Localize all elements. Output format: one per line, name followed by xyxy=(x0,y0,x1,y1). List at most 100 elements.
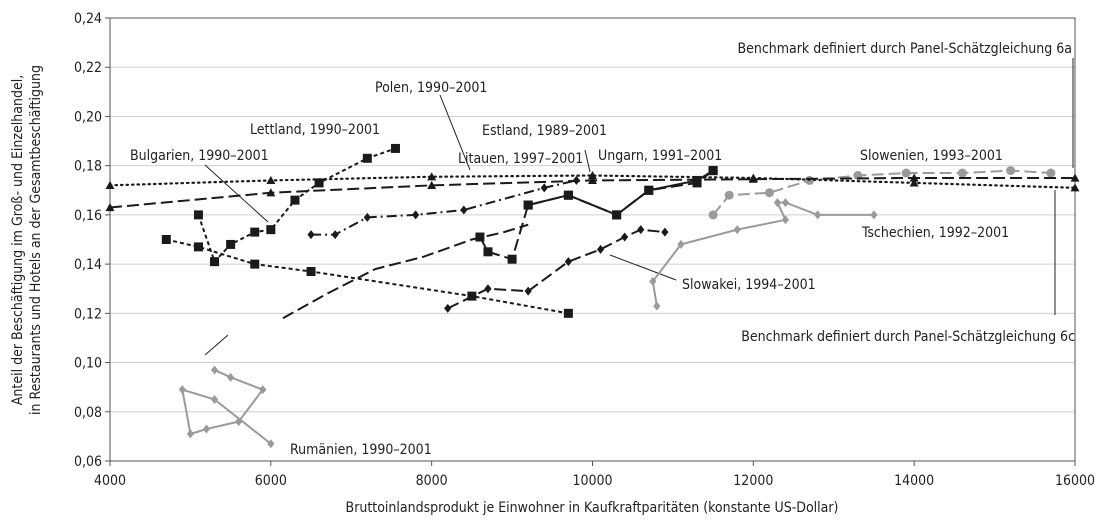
point xyxy=(507,254,517,264)
x-tick-label: 4000 xyxy=(94,473,126,489)
point xyxy=(563,190,573,200)
point xyxy=(870,210,878,220)
point xyxy=(612,210,622,220)
series-label: Bulgarien, 1990–2001 xyxy=(130,148,269,164)
point xyxy=(186,429,195,439)
point xyxy=(259,385,267,395)
x-axis-label: Bruttoinlandsprodukt je Einwohner in Kau… xyxy=(346,500,839,516)
point xyxy=(708,210,718,220)
point xyxy=(314,178,324,188)
x-tick-label: 12000 xyxy=(733,473,773,489)
point xyxy=(523,200,533,210)
point xyxy=(724,190,734,200)
y-axis-label: in Restaurants und Hotels an der Gesamtb… xyxy=(28,65,44,415)
point xyxy=(524,286,532,296)
series-label: Litauen, 1997–2001 xyxy=(458,151,583,167)
point xyxy=(649,276,657,286)
series-line xyxy=(282,223,529,320)
y-tick-label: 0,20 xyxy=(74,109,102,125)
point xyxy=(484,284,492,294)
point xyxy=(733,225,741,235)
series-line xyxy=(527,169,714,217)
point xyxy=(909,178,919,187)
arrow xyxy=(439,94,471,171)
y-tick-label: 0,08 xyxy=(74,405,102,421)
y-tick-label: 0,10 xyxy=(74,356,102,372)
point xyxy=(773,198,782,208)
point xyxy=(427,172,437,181)
y-axis-label: Anteil der Beschäftigung im Groß- und Ei… xyxy=(10,75,26,405)
y-tick-label: 0,18 xyxy=(74,159,102,175)
point xyxy=(427,180,437,189)
point xyxy=(266,188,276,197)
y-tick-label: 0,12 xyxy=(74,306,102,322)
arrow xyxy=(584,149,591,173)
point xyxy=(235,417,243,427)
point xyxy=(193,210,203,220)
point xyxy=(483,247,493,257)
y-tick-label: 0,14 xyxy=(74,257,102,273)
point xyxy=(105,203,115,212)
arrow xyxy=(609,254,677,281)
point xyxy=(266,225,276,235)
x-tick-label: 16000 xyxy=(1055,473,1095,489)
annotation-arrows xyxy=(204,58,1074,356)
point xyxy=(1070,183,1080,192)
point xyxy=(596,244,605,254)
point xyxy=(909,173,919,182)
point xyxy=(105,180,115,189)
series-label: Benchmark definiert durch Panel-Schätzgl… xyxy=(741,329,1075,345)
y-tick-label: 0,22 xyxy=(74,60,102,76)
point xyxy=(266,175,276,185)
point xyxy=(764,188,774,198)
point xyxy=(814,210,822,220)
x-tick-label: 14000 xyxy=(894,473,934,489)
point xyxy=(306,266,316,276)
point xyxy=(1070,173,1080,182)
point xyxy=(250,227,260,237)
point xyxy=(564,257,572,267)
series-label: Ungarn, 1991–2001 xyxy=(598,148,722,164)
point xyxy=(563,308,573,318)
arrow xyxy=(204,164,269,223)
y-tick-label: 0,16 xyxy=(74,208,102,224)
point xyxy=(781,215,790,225)
point xyxy=(290,195,300,205)
series-label: Polen, 1990–2001 xyxy=(375,80,487,96)
point xyxy=(193,242,203,252)
series-label: Slowakei, 1994–2001 xyxy=(682,277,816,293)
arrow xyxy=(204,334,229,356)
point xyxy=(210,365,219,375)
point xyxy=(307,230,315,240)
point xyxy=(331,230,339,240)
series-label: Tschechien, 1992–2001 xyxy=(861,225,1009,241)
series-line xyxy=(447,228,665,310)
y-tick-label: 0,24 xyxy=(74,11,102,27)
point xyxy=(1046,168,1056,178)
series-label: Lettland, 1990–2001 xyxy=(250,122,380,138)
point xyxy=(475,232,485,242)
series-label: Benchmark definiert durch Panel-Schätzgl… xyxy=(737,41,1072,57)
series-label: Slowenien, 1993–2001 xyxy=(860,148,1003,164)
x-tick-label: 10000 xyxy=(572,473,612,489)
point xyxy=(227,372,235,382)
point xyxy=(226,239,236,249)
series-label: Rumänien, 1990–2001 xyxy=(290,442,432,458)
point xyxy=(210,394,219,404)
point xyxy=(677,239,685,249)
point xyxy=(621,232,629,242)
point xyxy=(653,301,661,311)
point xyxy=(637,225,645,235)
point xyxy=(267,439,275,449)
x-tick-label: 6000 xyxy=(255,473,287,489)
point xyxy=(178,385,186,395)
point xyxy=(390,143,400,153)
point xyxy=(957,168,967,178)
point xyxy=(460,205,468,215)
point xyxy=(748,174,758,183)
x-tick-label: 8000 xyxy=(416,473,448,489)
point xyxy=(781,198,790,208)
point xyxy=(362,153,372,163)
series-label: Estland, 1989–2001 xyxy=(482,123,607,139)
